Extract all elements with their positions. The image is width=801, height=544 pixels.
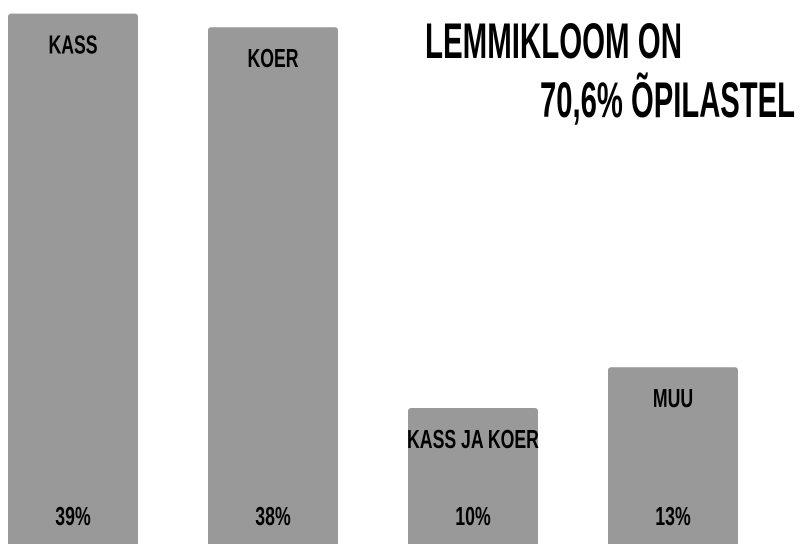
chart-title: 70,6% ÕPILASTEL bbox=[540, 71, 795, 128]
bar bbox=[208, 27, 338, 544]
category-label: KOER bbox=[247, 44, 298, 73]
category-label: KASS bbox=[48, 30, 97, 59]
bar bbox=[8, 13, 138, 544]
bar bbox=[408, 408, 538, 544]
value-label: 13% bbox=[655, 501, 691, 530]
value-label: 39% bbox=[55, 501, 91, 530]
value-label: 10% bbox=[455, 501, 491, 530]
category-label: KASS JA KOER bbox=[407, 424, 539, 453]
chart-title: LEMMIKLOOM ON bbox=[425, 13, 682, 69]
category-label: MUU bbox=[653, 384, 693, 413]
bar bbox=[608, 367, 738, 544]
value-label: 38% bbox=[255, 501, 291, 530]
